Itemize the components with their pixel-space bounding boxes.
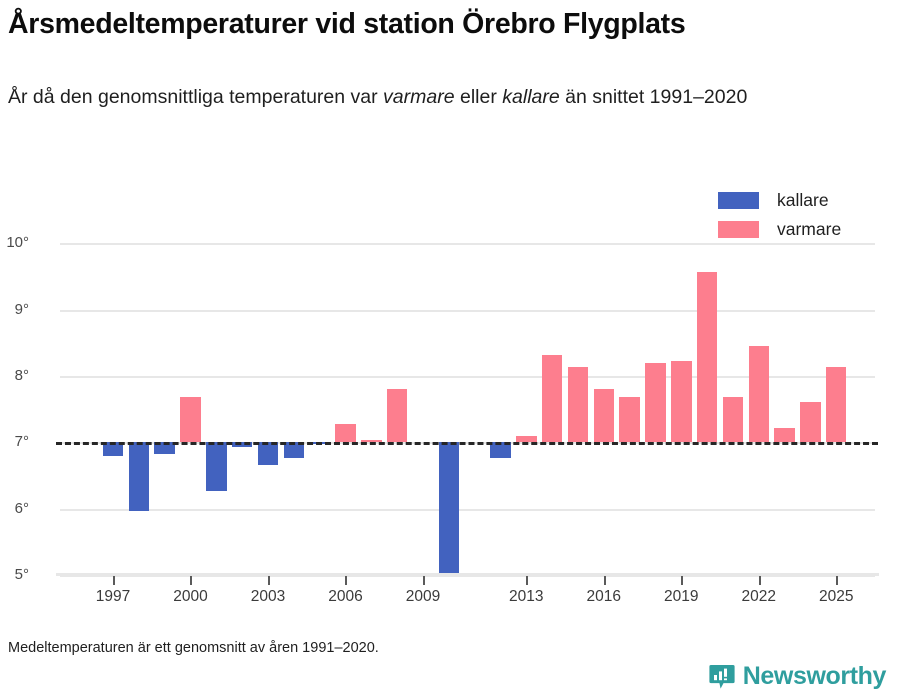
plot-area: 5° 6° 7° 8° 9° 10° — [6, 230, 878, 583]
bar-2001[interactable] — [206, 442, 227, 492]
x-axis-tick-2025 — [836, 576, 839, 585]
subtitle-text-2: eller — [454, 86, 503, 108]
bar-2017[interactable] — [619, 397, 640, 443]
footnote: Medeltemperaturen är ett genomsnitt av å… — [8, 640, 379, 656]
x-axis-tick-2000 — [190, 576, 193, 585]
y-axis-label-9: 9° — [14, 300, 29, 318]
gridline-9 — [60, 309, 875, 312]
x-axis-label-2019: 2019 — [664, 588, 699, 605]
chart-subtitle: År då den genomsnittliga temperaturen va… — [8, 82, 868, 112]
subtitle-text-3: än snittet 1991–2020 — [559, 86, 748, 108]
x-axis-line — [56, 573, 879, 576]
x-axis-label-2009: 2009 — [405, 588, 441, 605]
y-axis-label-8: 8° — [14, 366, 29, 384]
x-axis-tick-2003 — [267, 576, 270, 585]
gridline-5 — [60, 575, 875, 577]
bar-2008[interactable] — [386, 388, 408, 443]
bar-2018[interactable] — [645, 363, 666, 443]
legend-label-kallare: kallare — [777, 190, 829, 210]
bar-2025[interactable] — [825, 366, 847, 443]
gridline-6 — [60, 508, 875, 511]
x-axis-tick-2022 — [758, 576, 761, 585]
legend-swatch-varmare — [718, 221, 759, 238]
y-axis-label-6: 6° — [14, 499, 29, 517]
bar-2022[interactable] — [748, 346, 769, 443]
bar-2007[interactable] — [361, 439, 382, 443]
x-axis-label-2000: 2000 — [173, 588, 208, 605]
x-axis-tick-1997 — [113, 576, 115, 585]
x-axis-tick-2013 — [526, 576, 529, 585]
subtitle-text-1: År då den genomsnittliga temperaturen va… — [8, 86, 384, 108]
bar-2003[interactable] — [257, 442, 279, 465]
bar-2016[interactable] — [593, 389, 615, 443]
chart-legend: kallare varmare — [718, 186, 893, 244]
bar-2004[interactable] — [283, 442, 305, 458]
y-axis-label-5: 5° — [14, 566, 29, 583]
bar-2014[interactable] — [541, 354, 563, 443]
bar-2021[interactable] — [722, 397, 744, 443]
bar-2015[interactable] — [567, 367, 589, 443]
bar-1998[interactable] — [128, 442, 150, 511]
legend-label-varmare: varmare — [777, 219, 842, 239]
bar-chart-speech-bubble-icon — [709, 664, 735, 689]
legend-swatch-kallare — [718, 192, 759, 209]
bar-2012[interactable] — [490, 442, 511, 459]
bar-2019[interactable] — [671, 361, 692, 443]
x-axis-label-2016: 2016 — [586, 588, 621, 605]
x-axis-label-2003: 2003 — [250, 588, 286, 605]
bar-2006[interactable] — [335, 423, 356, 443]
subtitle-emphasis-varmare: varmare — [383, 86, 455, 108]
x-axis-tick-2009 — [422, 576, 425, 585]
bar-1999[interactable] — [154, 442, 175, 454]
x-axis-label-2013: 2013 — [509, 588, 544, 605]
x-axis-label-2022: 2022 — [741, 588, 776, 605]
x-axis-tick-2016 — [603, 576, 606, 585]
subtitle-emphasis-kallare: kallare — [502, 86, 560, 108]
x-axis-label-1997: 1997 — [95, 588, 131, 605]
bar-2024[interactable] — [800, 401, 821, 443]
bar-1997[interactable] — [102, 442, 124, 456]
y-axis-label-7: 7° — [14, 433, 29, 451]
x-axis-label-2006: 2006 — [328, 588, 363, 605]
legend-item-kallare[interactable]: kallare — [718, 186, 893, 215]
x-axis-tick-2019 — [681, 576, 684, 585]
brand-name: Newsworthy — [742, 662, 887, 690]
baseline-average-1991-2020 — [56, 442, 878, 446]
bar-2000[interactable] — [180, 396, 201, 443]
bar-2020[interactable] — [696, 272, 718, 443]
bar-2010[interactable] — [438, 442, 460, 575]
bar-2023[interactable] — [774, 427, 795, 443]
x-axis-label-2025: 2025 — [818, 588, 854, 605]
brand-logo[interactable]: Newsworthy — [709, 662, 886, 691]
y-axis-label-10: 10° — [6, 234, 29, 252]
bar-2013[interactable] — [516, 436, 537, 443]
legend-item-varmare[interactable]: varmare — [718, 215, 893, 244]
x-axis-tick-2006 — [345, 576, 348, 585]
gridline-10 — [60, 243, 875, 246]
gridline-8 — [60, 375, 875, 378]
page-title: Årsmedeltemperaturer vid station Örebro … — [8, 8, 686, 40]
